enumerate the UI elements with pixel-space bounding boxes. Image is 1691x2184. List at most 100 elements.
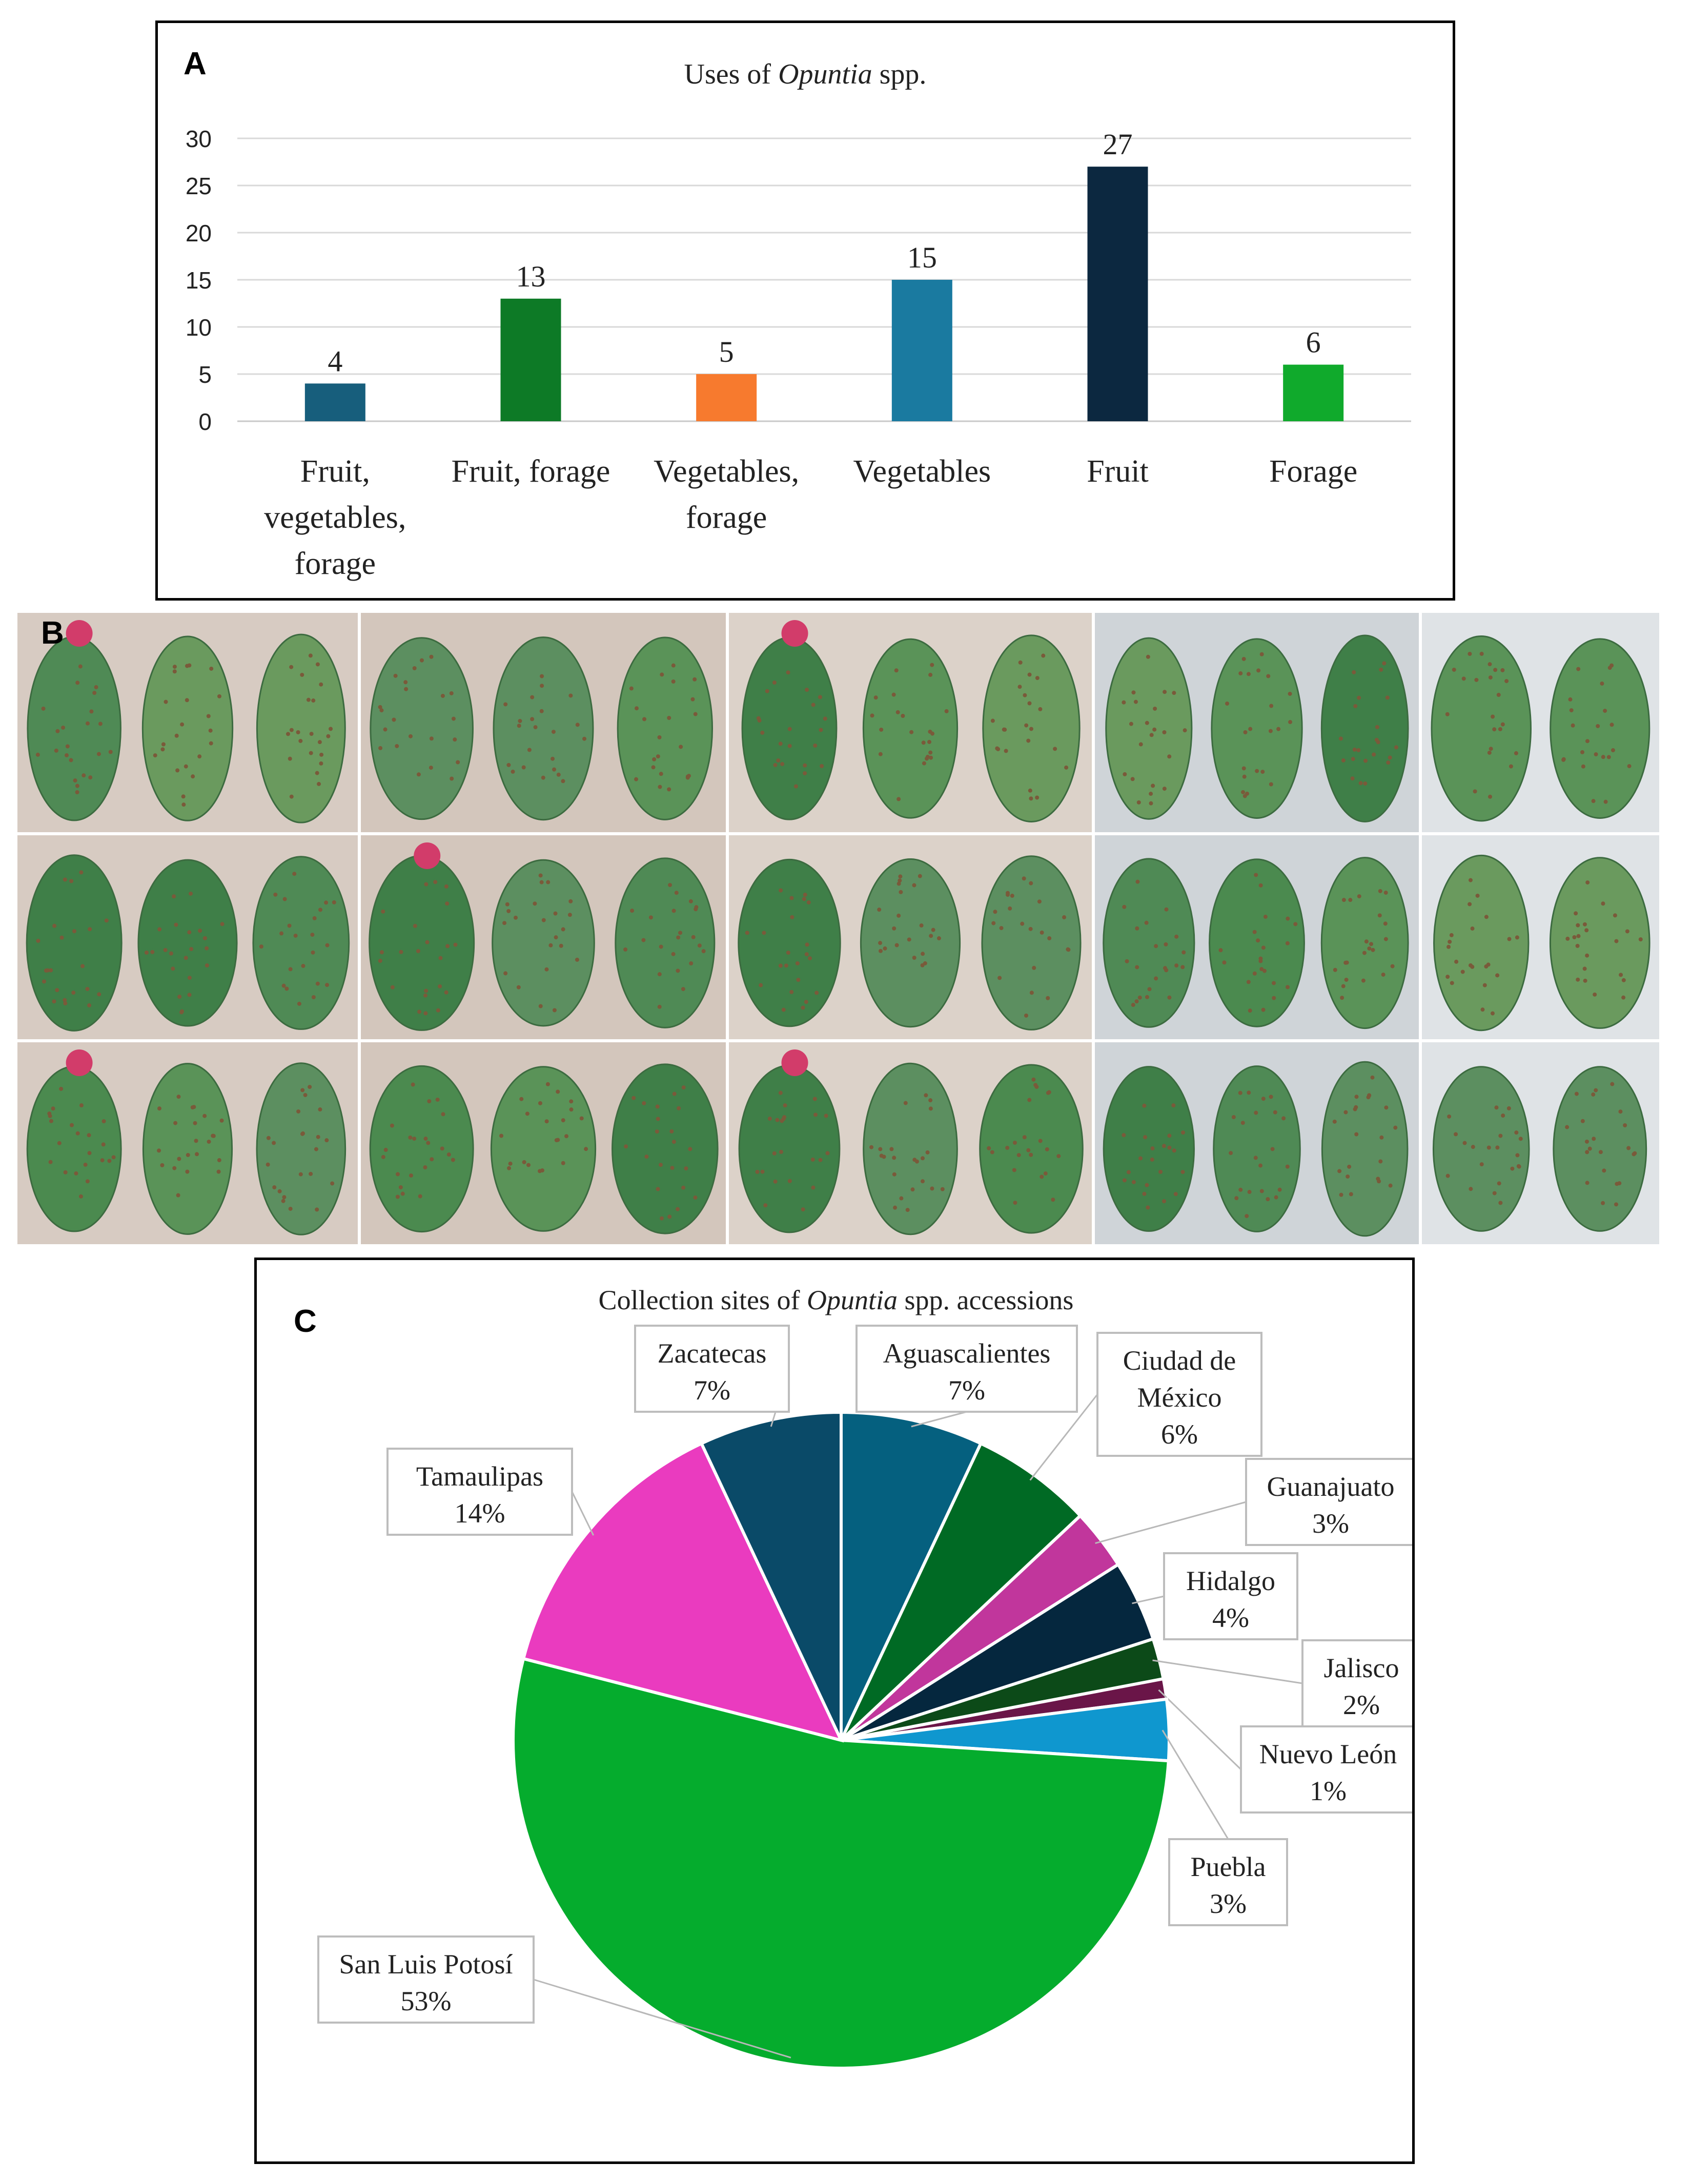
areole-dot xyxy=(1603,709,1607,713)
areole-dot xyxy=(1259,967,1264,972)
areole-dot xyxy=(1340,996,1344,1000)
areole-dot xyxy=(1149,792,1153,796)
areole-dot xyxy=(552,1008,557,1013)
areole-dot xyxy=(1363,758,1368,763)
areole-dot xyxy=(1245,1214,1249,1219)
areole-dot xyxy=(782,1115,787,1120)
areole-dot xyxy=(44,969,48,973)
areole-dot xyxy=(502,921,507,925)
areole-dot xyxy=(1518,1137,1523,1141)
areole-dot xyxy=(1162,1144,1166,1148)
bar-value-label: 13 xyxy=(516,260,546,293)
areole-dot xyxy=(693,712,698,716)
areole-dot xyxy=(1245,791,1250,796)
areole-dot xyxy=(1266,674,1271,678)
areole-dot xyxy=(75,681,80,685)
areole-dot xyxy=(1347,1164,1352,1169)
areole-dot xyxy=(987,1146,991,1150)
areole-dot xyxy=(440,1146,444,1151)
areole-dot xyxy=(192,1105,196,1109)
areole-dot xyxy=(1379,667,1383,672)
areole-dot xyxy=(693,1195,698,1200)
areole-dot xyxy=(681,1185,686,1190)
areole-dot xyxy=(177,995,182,999)
areole-dot xyxy=(1131,1180,1136,1184)
x-category-label: Vegetables xyxy=(853,454,991,489)
areole-dot xyxy=(877,908,882,912)
areole-dot xyxy=(451,1158,455,1162)
areole-dot xyxy=(446,1152,451,1157)
areole-dot xyxy=(411,1082,415,1087)
areole-dot xyxy=(623,947,628,952)
areole-dot xyxy=(1240,1121,1245,1125)
cladode-photo xyxy=(1422,613,1659,832)
areole-dot xyxy=(755,1169,760,1174)
areole-dot xyxy=(1013,1201,1017,1205)
areole-dot xyxy=(55,729,60,733)
areole-dot xyxy=(288,756,292,761)
areole-dot xyxy=(1053,747,1057,751)
areole-dot xyxy=(944,709,949,713)
areole-dot xyxy=(561,1118,565,1123)
areole-dot xyxy=(1276,727,1281,731)
areole-dot xyxy=(445,944,450,949)
areole-dot xyxy=(670,1166,675,1170)
areole-dot xyxy=(449,691,454,695)
areole-dot xyxy=(891,692,896,697)
areole-dot xyxy=(52,923,57,928)
bar-value-label: 15 xyxy=(907,241,937,274)
areole-dot xyxy=(1341,984,1346,988)
areole-dot xyxy=(108,750,113,754)
areole-dot xyxy=(1484,915,1489,919)
areole-dot xyxy=(776,758,781,763)
areole-dot xyxy=(1029,881,1033,885)
areole-dot xyxy=(659,772,663,776)
areole-dot xyxy=(910,1187,915,1192)
areole-dot xyxy=(1372,752,1376,757)
areole-dot xyxy=(657,735,662,739)
areole-dot xyxy=(272,1141,276,1145)
areole-dot xyxy=(381,909,385,914)
areole-dot xyxy=(1375,725,1379,729)
areole-dot xyxy=(176,1193,180,1198)
areole-dot xyxy=(1515,935,1519,940)
areole-dot xyxy=(508,1161,513,1166)
areole-dot xyxy=(319,752,324,757)
areole-dot xyxy=(624,1144,628,1149)
areole-dot xyxy=(1286,985,1290,990)
areole-dot xyxy=(107,1159,112,1163)
areole-dot xyxy=(1028,788,1032,793)
y-tick-label: 25 xyxy=(186,173,212,199)
areole-dot xyxy=(197,754,202,759)
areole-dot xyxy=(416,772,421,777)
areole-dot xyxy=(315,1207,319,1212)
areole-dot xyxy=(1462,1141,1467,1145)
areole-dot xyxy=(378,746,383,750)
areole-dot xyxy=(757,718,762,723)
areole-dot xyxy=(818,695,822,699)
areole-dot xyxy=(674,891,679,895)
areole-dot xyxy=(1390,964,1395,969)
areole-dot xyxy=(521,765,526,770)
areole-dot xyxy=(1261,1007,1266,1012)
areole-dot xyxy=(174,733,179,738)
areole-dot xyxy=(301,963,305,968)
areole-dot xyxy=(1173,1192,1178,1197)
areole-dot xyxy=(1248,727,1253,731)
areole-dot xyxy=(1008,906,1012,911)
areole-dot xyxy=(1495,1145,1500,1150)
areole-dot xyxy=(655,1129,659,1134)
areole-dot xyxy=(780,761,785,766)
areole-dot xyxy=(1370,1075,1375,1080)
areole-dot xyxy=(1247,1190,1252,1194)
cladode-pad xyxy=(1103,1066,1195,1232)
areole-dot xyxy=(920,963,925,967)
areole-dot xyxy=(1501,1113,1505,1118)
areole-dot xyxy=(217,694,221,698)
areole-dot xyxy=(1383,921,1388,926)
areole-dot xyxy=(1259,652,1264,656)
areole-dot xyxy=(1471,1145,1475,1149)
areole-dot xyxy=(901,713,905,718)
areole-dot xyxy=(779,1149,783,1154)
areole-dot xyxy=(671,952,676,956)
